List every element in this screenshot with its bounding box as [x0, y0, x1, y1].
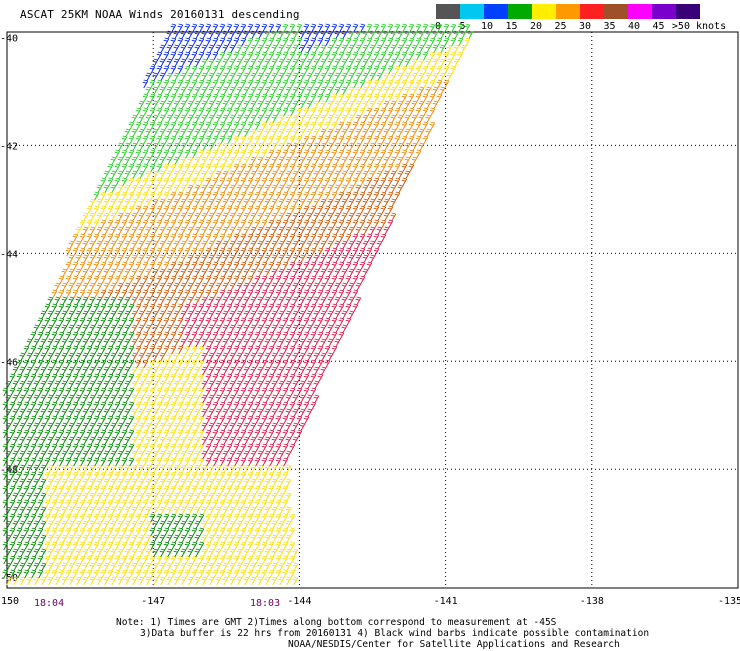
wind-barbs [93, 23, 474, 201]
wind-barbs [51, 79, 450, 299]
wind-barbs [2, 296, 205, 579]
legend-swatch [532, 4, 556, 19]
legend-label: >50 knots [671, 21, 727, 32]
legend-color-bar [436, 4, 700, 19]
longitude-tick-label: -141 [434, 596, 458, 607]
wind-barbs [5, 37, 471, 586]
wind-barbs [142, 23, 366, 89]
legend-swatch [508, 4, 532, 19]
longitude-tick-label: -144 [287, 596, 311, 607]
legend-label: 35 [603, 21, 616, 32]
legend-swatch [484, 4, 508, 19]
note-line-1: Note: 1) Times are GMT 2)Times along bot… [116, 617, 557, 628]
time-label-1804: 18:04 [34, 598, 65, 609]
wind-barbs [100, 163, 415, 369]
legend-swatch [628, 4, 652, 19]
latitude-tick-label: -46 [0, 357, 18, 368]
wind-barb-field [2, 23, 474, 586]
legend-swatch [460, 4, 484, 19]
legend-swatch [676, 4, 700, 19]
legend-label: 45 [652, 21, 665, 32]
map-frame [6, 31, 739, 589]
latitude-tick-label: -50 [0, 573, 18, 584]
map-title: ASCAT 25KM NOAA Winds 20160131 descendin… [20, 8, 300, 21]
legend-label: 15 [505, 21, 518, 32]
latitude-tick-label: -42 [0, 141, 18, 152]
legend-label: 30 [578, 21, 592, 32]
note-line-2: 3)Data buffer is 22 hrs from 20160131 4)… [140, 628, 650, 639]
legend-swatch [556, 4, 580, 19]
longitude-tick-label: -135 [718, 596, 740, 607]
legend-swatch [604, 4, 628, 19]
latitude-tick-label: -44 [0, 249, 18, 260]
latitude-tick-label: -40 [0, 33, 18, 44]
legend-label: 40 [627, 21, 641, 32]
legend-label: 10 [480, 21, 494, 32]
legend-swatch [652, 4, 676, 19]
longitude-tick-label: -138 [580, 596, 604, 607]
legend-label: 20 [529, 21, 543, 32]
longitude-tick-label: -150 [0, 596, 19, 607]
legend-swatch [436, 4, 460, 19]
wind-speed-legend: 0 5 10 15 20 25 30 35 40 45 >50 knots [434, 4, 734, 34]
legend-label: 25 [554, 21, 567, 32]
wind-barbs [180, 219, 394, 467]
longitude-tick-label: -147 [141, 596, 165, 607]
latitude-tick-label: -48 [0, 465, 18, 476]
note-line-3: NOAA/NESDIS/Center for Satellite Applica… [288, 639, 620, 650]
legend-label: 5 [459, 21, 466, 32]
legend-swatch [580, 4, 604, 19]
time-label-1803: 18:03 [250, 598, 281, 609]
